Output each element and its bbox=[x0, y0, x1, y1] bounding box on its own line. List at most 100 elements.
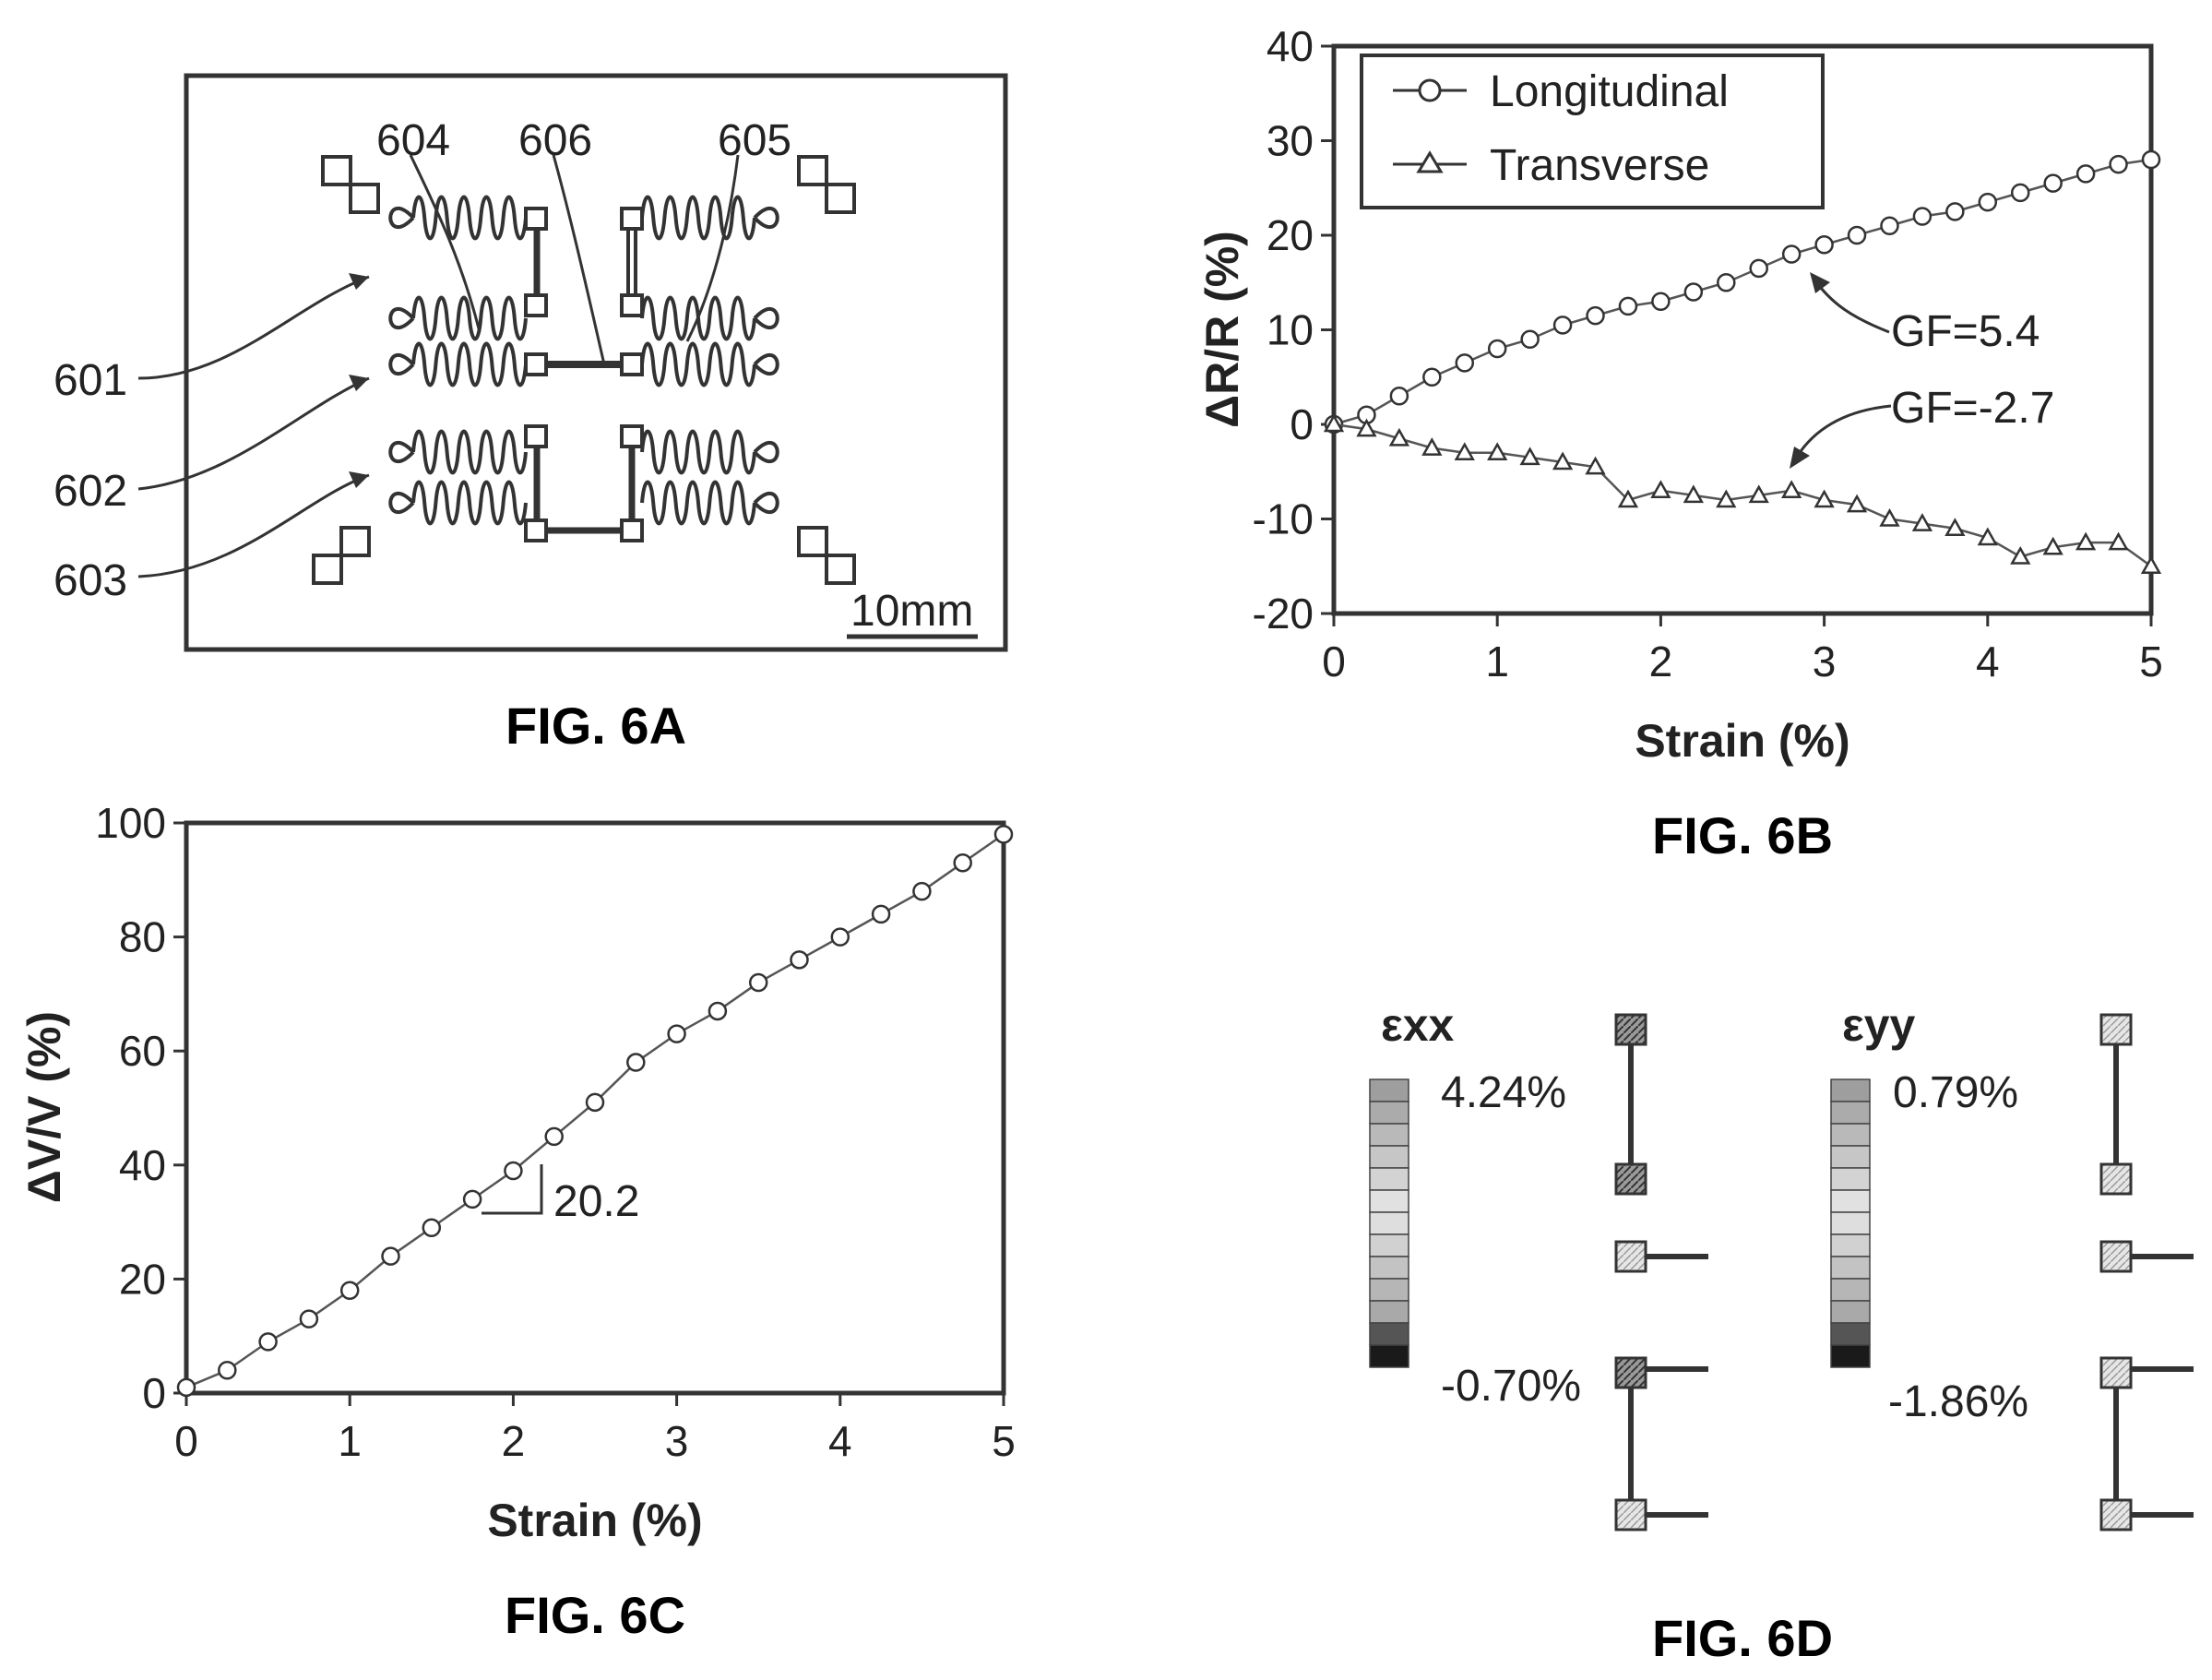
fig6b-s0-point-23 bbox=[2075, 164, 2096, 184]
fig6c-s0-point-15 bbox=[790, 950, 809, 970]
fig6b-s1-point-15 bbox=[1814, 489, 1835, 508]
fig6c-xtick-5: 5 bbox=[992, 1417, 1016, 1465]
fig6b-s1-point-11 bbox=[1683, 484, 1704, 504]
fig6b-s0-point-3 bbox=[1422, 367, 1442, 387]
fig6c-s0-point-8 bbox=[504, 1161, 523, 1181]
ref-606: 606 bbox=[518, 116, 592, 165]
serpentine-left-0 bbox=[411, 195, 528, 241]
fig6c-s0-point-11 bbox=[626, 1053, 646, 1072]
eyy-colorbar-cell-2 bbox=[1830, 1123, 1871, 1147]
fig6c-s0-point-2 bbox=[258, 1332, 278, 1352]
fig6b-xtick-3: 3 bbox=[1813, 637, 1837, 685]
gf-arrow-transverse bbox=[1792, 404, 1892, 462]
fig6b-data bbox=[1323, 149, 2162, 574]
fig6c-s0-point-9 bbox=[544, 1126, 564, 1147]
exx-colorbar bbox=[1369, 1078, 1409, 1368]
ref-602: 602 bbox=[54, 467, 127, 516]
fig6c-xtick-4: 4 bbox=[828, 1417, 852, 1465]
fig6c-xtick-0: 0 bbox=[174, 1417, 198, 1465]
fig6b-s0-point-2 bbox=[1389, 387, 1409, 406]
fig6b-xtick-4: 4 bbox=[1976, 637, 2000, 685]
fig6c-ytick-5: 0 bbox=[142, 1369, 166, 1417]
exx-max: 4.24% bbox=[1441, 1068, 1566, 1117]
serpentine-traces bbox=[388, 195, 779, 526]
exx-colorbar-cell-5 bbox=[1369, 1189, 1409, 1213]
fig6d-caption: FIG. 6D bbox=[1652, 1609, 1833, 1667]
fig6b-s0-point-14 bbox=[1781, 244, 1802, 264]
exx-colorbar-cell-4 bbox=[1369, 1167, 1409, 1191]
fig6b-s0-point-15 bbox=[1814, 235, 1834, 255]
fig6c-ytick-4: 20 bbox=[119, 1255, 166, 1303]
fig6c-s0-point-6 bbox=[422, 1218, 442, 1238]
fig6b-s0-point-25 bbox=[2141, 149, 2161, 170]
fig6b-xtick-5: 5 bbox=[2139, 637, 2163, 685]
fig6b-s1-point-13 bbox=[1748, 484, 1769, 504]
loop-left-3 bbox=[388, 440, 415, 464]
eyy-label: εyy bbox=[1842, 999, 1916, 1051]
fig6c-ytick-2: 60 bbox=[119, 1027, 166, 1075]
gf-label-longitudinal: GF=5.4 bbox=[1891, 307, 2040, 356]
fig6b-s1-point-21 bbox=[2010, 545, 2031, 565]
serpentine-right-4 bbox=[640, 480, 756, 526]
fig6b-s0-point-7 bbox=[1552, 316, 1573, 335]
fig6b-s0-point-11 bbox=[1683, 282, 1704, 302]
fig6b-ytick-4: 0 bbox=[1290, 400, 1314, 448]
eyy-colorbar-cell-12 bbox=[1830, 1344, 1871, 1368]
loop-right-4 bbox=[753, 491, 779, 515]
eyy-colorbar-cell-6 bbox=[1830, 1211, 1871, 1235]
gf-label-transverse: GF=-2.7 bbox=[1891, 384, 2054, 433]
fig6b-s1-point-14 bbox=[1781, 480, 1802, 498]
leader-lines bbox=[137, 154, 740, 578]
alignment-marks bbox=[312, 155, 856, 585]
serpentine-left-4 bbox=[411, 480, 528, 526]
fig6c-ytick-0: 100 bbox=[95, 799, 166, 847]
fig6b-ytick-1: 30 bbox=[1267, 117, 1314, 165]
slope-triangle bbox=[482, 1164, 543, 1215]
serpentine-left-3 bbox=[411, 429, 528, 475]
fig6c-ytick-1: 80 bbox=[119, 913, 166, 961]
fig6c-s0-point-16 bbox=[830, 927, 850, 947]
fig6b-s1-point-7 bbox=[1552, 451, 1574, 471]
ref-603: 603 bbox=[54, 556, 127, 605]
exx-colorbar-cell-3 bbox=[1369, 1145, 1409, 1169]
fig6c-ytick-3: 40 bbox=[119, 1141, 166, 1189]
fig6c-caption: FIG. 6C bbox=[505, 1586, 685, 1644]
fig6c-s0-point-14 bbox=[748, 972, 768, 993]
exx-sensor-map bbox=[1614, 1013, 1708, 1531]
serpentine-left-1 bbox=[411, 295, 528, 341]
fig6b-ytick-5: -10 bbox=[1253, 495, 1314, 543]
legend-triangle-marker bbox=[1416, 150, 1444, 173]
exx-min: -0.70% bbox=[1441, 1362, 1581, 1411]
fig6c-s0-point-4 bbox=[339, 1281, 360, 1301]
fig6d-panel: εxx 4.24% -0.70% εyy 0.79% -1.86% bbox=[1369, 999, 2194, 1667]
fig6c-xlabel: Strain (%) bbox=[487, 1495, 702, 1546]
leader-arrowheads bbox=[349, 273, 369, 488]
loop-left-4 bbox=[388, 491, 415, 515]
fig6b-s1-point-10 bbox=[1650, 480, 1671, 498]
fig6b-s1-point-20 bbox=[1977, 527, 1998, 546]
fig6c-s0-point-18 bbox=[912, 881, 932, 901]
eyy-colorbar-cell-7 bbox=[1830, 1233, 1871, 1257]
fig6b-s1-point-24 bbox=[2108, 531, 2129, 551]
loop-left-2 bbox=[388, 352, 415, 376]
legend-circle-marker bbox=[1418, 78, 1442, 102]
eyy-colorbar-cell-1 bbox=[1830, 1101, 1871, 1125]
ref-601: 601 bbox=[54, 356, 127, 405]
fig6c-s0-point-17 bbox=[871, 904, 891, 924]
ref-605: 605 bbox=[718, 116, 791, 165]
fig6b-s1-point-18 bbox=[1911, 513, 1933, 531]
fig6c-xtick-2: 2 bbox=[502, 1417, 526, 1465]
fig6b-xtick-0: 0 bbox=[1322, 637, 1346, 685]
fig6b-s0-point-10 bbox=[1651, 292, 1671, 311]
fig6b-s1-point-1 bbox=[1356, 418, 1377, 437]
fig6b-s1-point-25 bbox=[2140, 555, 2162, 574]
fig6b-s1-point-17 bbox=[1879, 507, 1900, 527]
exx-colorbar-cell-12 bbox=[1369, 1344, 1409, 1368]
fig6b-s1-point-6 bbox=[1519, 447, 1540, 466]
fig6c-s0-point-10 bbox=[585, 1092, 605, 1113]
fig6c-ylabel: ΔV/V (%) bbox=[18, 1011, 70, 1203]
fig6c-plot-frame bbox=[184, 820, 1006, 1396]
fig6b-s0-point-13 bbox=[1749, 258, 1768, 279]
fig6c-s0-point-12 bbox=[667, 1024, 686, 1043]
eyy-min: -1.86% bbox=[1888, 1377, 2028, 1426]
